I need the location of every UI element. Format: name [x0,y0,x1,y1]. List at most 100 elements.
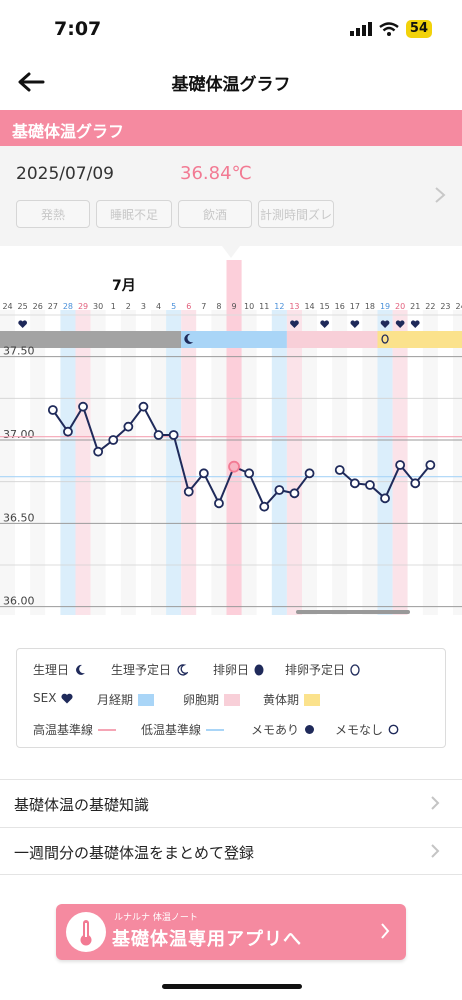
legend-memo-yes: メモあり [251,721,315,738]
chevron-right-icon [381,923,390,939]
day-tick-label: 9 [232,302,237,311]
legend-label: メモあり [251,723,300,737]
temperature-point [274,485,285,495]
day-tick-label: 24 [455,302,462,311]
day-tick-label: 1 [111,302,116,311]
day-tick-label: 24 [2,302,12,311]
temperature-point [425,460,436,470]
banner-title: 基礎体温専用アプリへ [112,929,302,950]
sex-heart-icon [320,320,330,328]
temperature-point [349,478,360,489]
sex-heart-icon [410,320,420,328]
temperature-point [259,501,270,512]
back-button[interactable] [16,70,52,98]
temperature-point [304,468,315,479]
temperature-point [93,446,104,457]
day-tick-label: 29 [78,302,88,311]
day-tick-label: 6 [186,302,191,311]
battery-indicator: 54 [405,20,432,38]
bbt-app-banner[interactable]: ルナルナ 体温ノート 基礎体温専用アプリへ [56,904,406,960]
day-tick-label: 22 [425,302,435,311]
day-column [256,310,272,615]
link-weekly-register[interactable]: 一週間分の基礎体温をまとめて登録 [0,827,462,875]
banner-subtitle: ルナルナ 体温ノート [114,913,198,923]
day-column [166,310,182,615]
daily-record-card[interactable]: 2025/07/09 36.84℃ 発熱 睡眠不足 飲酒 計測時間ズレ [0,146,462,246]
day-column [45,310,61,615]
record-date: 2025/07/09 [16,164,114,184]
sex-heart-icon [290,320,299,328]
day-tick-label: 26 [33,302,43,311]
chevron-right-icon [431,796,440,810]
wifi-icon [379,22,399,36]
day-tick-label: 20 [395,302,405,311]
temperature-point [380,493,390,504]
chart-legend: 生理日 生理予定日 排卵日 排卵予定日 SEX 月経期 卵胞期 黄体期 高温基準… [16,648,446,748]
menses-swatch [138,693,155,706]
legend-high-baseline: 高温基準線 [33,721,117,738]
egg-filled-icon [254,664,264,676]
day-column [15,310,31,615]
legend-follicular-phase: 卵胞期 [183,691,241,708]
expected-menstruation-moon-icon [184,333,194,344]
sex-heart-icon [395,320,405,328]
legend-menses-phase: 月経期 [97,691,155,708]
day-tick-label: 19 [380,302,390,311]
day-column [181,310,197,615]
day-tick-label: 14 [304,302,314,311]
legend-label: メモなし [335,723,384,737]
legend-expected-ovulation: 排卵予定日 [285,661,360,678]
card-pointer [222,246,240,258]
phase-bar [286,331,378,348]
section-header: 基礎体温グラフ [0,110,462,146]
temperature-point [183,486,194,497]
day-tick-label: 11 [259,302,269,311]
tag-fever: 発熱 [16,200,90,228]
condition-tags: 発熱 睡眠不足 飲酒 計測時間ズレ [16,200,334,228]
day-tick-label: 8 [216,302,221,311]
chart-scroll-indicator[interactable] [296,610,410,614]
temperature-point [168,430,179,440]
day-column [135,310,151,615]
back-arrow-icon [18,72,45,92]
temperature-point [108,435,119,445]
high-baseline-swatch [98,728,117,731]
temperature-point [214,498,224,509]
heart-icon [61,693,73,703]
month-label: 7月 [112,278,136,294]
temperature-point [123,421,134,432]
temperature-point [410,478,421,489]
day-tick-label: 28 [63,302,73,311]
legend-label: 月経期 [97,693,134,707]
day-column [332,310,348,615]
link-label: 一週間分の基礎体温をまとめて登録 [14,844,255,862]
day-column [90,310,106,615]
day-column [302,310,318,615]
day-column [453,310,462,615]
day-column [317,310,333,615]
day-tick-label: 10 [244,302,254,311]
signal-icon [349,22,372,36]
legend-label: SEX [33,691,57,705]
day-tick-label: 13 [289,302,299,311]
temperature-point [153,430,164,440]
phase-bar [181,331,287,348]
legend-label: 排卵日 [213,663,250,677]
link-bbt-basics[interactable]: 基礎体温の基礎知識 [0,779,462,827]
temperature-point [334,465,345,475]
luteal-swatch [304,693,321,706]
dot-filled-icon [305,725,315,734]
day-tick-label: 25 [18,302,28,311]
day-tick-label: 2 [126,302,131,311]
egg-outline-icon [350,664,360,676]
phase-bar [377,331,462,348]
tag-measure-time-shift: 計測時間ズレ [258,200,334,228]
temperature-point [63,426,73,437]
day-column [211,310,227,615]
day-tick-label: 4 [156,302,161,311]
day-tick-label: 12 [274,302,284,311]
temperature-point [138,401,149,412]
temperature-point [244,468,255,479]
y-tick-label: 36.50 [3,511,35,524]
